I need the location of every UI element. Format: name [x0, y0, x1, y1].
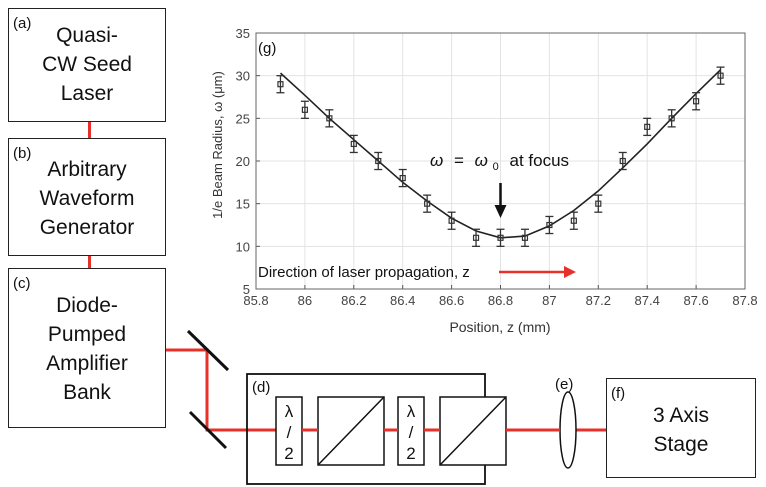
x-axis-label: Position, z (mm) [449, 319, 550, 335]
data-point [448, 217, 455, 224]
waveplate-1-lambda: λ [284, 402, 294, 421]
waveform-generator-label: Arbitrary Waveform Generator [39, 158, 135, 239]
waveform-generator-tag: (b) [13, 145, 32, 162]
steering-mirror-2 [188, 410, 228, 450]
x-tick-label: 86.6 [439, 293, 464, 308]
polarizer-cube-1-diagonal [317, 396, 385, 466]
x-tick-label: 87.6 [683, 293, 708, 308]
focus-omega: ω [430, 151, 443, 170]
data-points-group [276, 66, 725, 247]
y-tick-label: 5 [243, 282, 250, 297]
seed-laser-block: (a) Quasi- CW Seed Laser [8, 8, 166, 122]
seed-laser-tag: (a) [13, 15, 32, 32]
waveform-generator-block: (b) Arbitrary Waveform Generator [8, 138, 166, 256]
data-point [668, 115, 675, 122]
x-tick-label: 86.8 [488, 293, 513, 308]
seed-laser-label: Quasi- CW Seed Laser [42, 24, 132, 105]
direction-annotation: Direction of laser propagation, z [258, 264, 470, 281]
amplifier-bank-tag: (c) [13, 275, 31, 292]
data-point [595, 200, 602, 207]
x-tick-label: 87.4 [635, 293, 660, 308]
waveplate-2-lambda: λ [406, 402, 416, 421]
data-point [717, 72, 724, 79]
y-axis-label: 1/e Beam Radius, ω (μm) [210, 71, 225, 219]
waveplate-1-label: λ / 2 [276, 401, 302, 464]
data-point [277, 81, 284, 88]
y-tick-label: 15 [236, 197, 250, 212]
data-point [301, 106, 308, 113]
x-tick-label: 87.2 [586, 293, 611, 308]
beam-link-a-b [88, 122, 91, 138]
translation-stage-block: (f) 3 Axis Stage [606, 378, 756, 478]
y-tick-label: 30 [236, 69, 250, 84]
direction-arrow-head [564, 266, 576, 278]
waveplate-1-two: 2 [284, 444, 294, 463]
waveplate-2-two: 2 [406, 444, 416, 463]
y-tick-label: 20 [236, 154, 250, 169]
steering-mirror-1 [186, 329, 230, 372]
x-tick-label: 86.2 [341, 293, 366, 308]
waveplate-1-slash: / [286, 423, 292, 442]
focus-equals: = [454, 151, 464, 170]
translation-stage-tag: (f) [611, 385, 626, 402]
x-tick-label: 87.8 [732, 293, 757, 308]
data-point [399, 174, 406, 182]
data-point [570, 217, 577, 224]
chart-grid [255, 32, 746, 290]
lens-tag: (e) [555, 376, 574, 393]
amplifier-bank-label: Diode- Pumped Amplifier Bank [46, 294, 128, 404]
focus-arrow-head [494, 205, 507, 218]
y-tick-label: 10 [236, 239, 250, 254]
focus-text: at focus [510, 151, 570, 170]
focus-annotation: ω = ω 0 at focus [430, 151, 569, 174]
y-tick-label: 25 [236, 111, 250, 126]
x-tick-label: 86 [298, 293, 312, 308]
chart-panel-tag: (g) [258, 40, 276, 57]
data-point [350, 140, 357, 148]
data-point [472, 234, 480, 241]
data-point [424, 200, 431, 207]
data-point [375, 157, 382, 165]
waveplate-2-slash: / [408, 423, 414, 442]
optics-group-tag: (d) [252, 379, 271, 396]
x-tick-label: 87 [542, 293, 556, 308]
data-point [521, 234, 529, 241]
data-point [546, 221, 553, 229]
beam-link-b-c [88, 256, 91, 268]
data-point [497, 234, 504, 241]
half-waveplate-2 [397, 396, 425, 466]
amplifier-bank-block: (c) Diode- Pumped Amplifier Bank [8, 268, 166, 428]
data-point [326, 115, 333, 122]
focus-omega0-subscript: 0 [493, 161, 499, 173]
data-point [692, 98, 700, 105]
data-point [619, 157, 626, 165]
waveplate-2-label: λ / 2 [398, 401, 424, 464]
translation-stage-label: 3 Axis Stage [652, 404, 710, 456]
plot-frame [255, 32, 746, 290]
y-tick-label: 35 [236, 26, 250, 41]
data-point [644, 123, 651, 130]
focus-omega0: ω [475, 151, 488, 170]
x-tick-label: 86.4 [390, 293, 415, 308]
x-tick-label: 85.8 [243, 293, 268, 308]
polarizer-cube-2-diagonal [439, 396, 507, 466]
chart-axes: 85.8 86 86.2 86.4 86.6 86.8 87 87.2 87.4 87.6 87.8… [236, 26, 758, 308]
